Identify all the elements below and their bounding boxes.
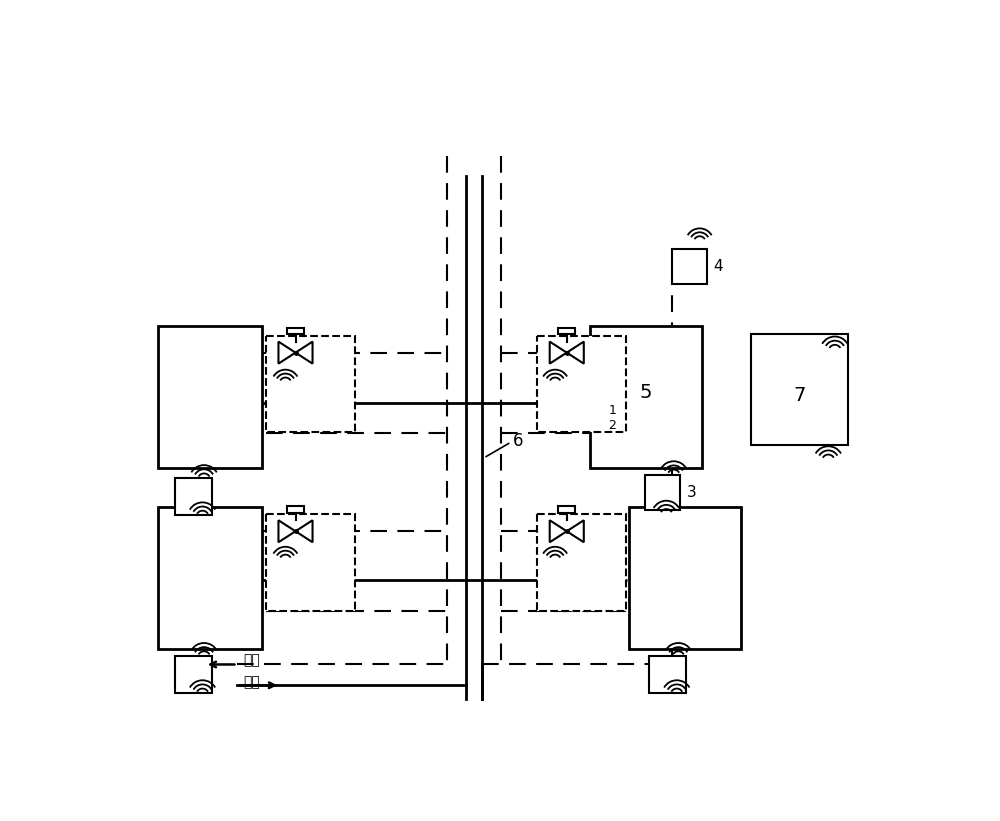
Bar <box>561 572 588 587</box>
Bar <box>590 326 702 468</box>
Text: 1: 1 <box>609 404 616 417</box>
Polygon shape <box>278 342 296 364</box>
Bar <box>629 507 741 649</box>
Text: 7: 7 <box>793 386 805 405</box>
Bar <box>277 565 330 594</box>
Polygon shape <box>550 342 567 364</box>
Bar <box>158 326 262 468</box>
Bar <box>290 572 317 587</box>
Polygon shape <box>278 521 296 543</box>
Polygon shape <box>567 342 584 364</box>
Bar <box>266 336 355 432</box>
Bar <box>672 249 707 284</box>
Bar <box>299 544 316 555</box>
Bar <box>561 395 588 410</box>
Bar <box>570 365 587 377</box>
Bar <box>266 514 355 611</box>
Polygon shape <box>550 521 567 543</box>
Bar <box>537 336 626 432</box>
Bar <box>537 514 626 611</box>
Bar <box>299 365 316 377</box>
Bar <box>287 507 304 512</box>
Bar <box>570 544 587 555</box>
Polygon shape <box>296 521 313 543</box>
Polygon shape <box>296 342 313 364</box>
Bar <box>649 656 686 693</box>
Text: 4: 4 <box>714 259 723 274</box>
Bar <box>290 395 317 410</box>
Text: 3: 3 <box>687 485 697 500</box>
Bar <box>158 507 262 649</box>
Text: 2: 2 <box>609 420 616 433</box>
Polygon shape <box>567 521 584 543</box>
Bar <box>751 334 848 446</box>
Bar <box>175 656 212 693</box>
Text: 6: 6 <box>512 432 523 450</box>
Bar <box>558 328 575 334</box>
Text: 供水: 供水 <box>244 675 260 689</box>
Bar <box>175 478 212 515</box>
Bar <box>558 507 575 512</box>
Bar <box>548 388 601 417</box>
Bar <box>645 475 680 510</box>
Text: 5: 5 <box>640 383 652 402</box>
Bar <box>277 388 330 417</box>
Bar <box>287 328 304 334</box>
Text: 回水: 回水 <box>244 654 260 667</box>
Bar <box>548 565 601 594</box>
